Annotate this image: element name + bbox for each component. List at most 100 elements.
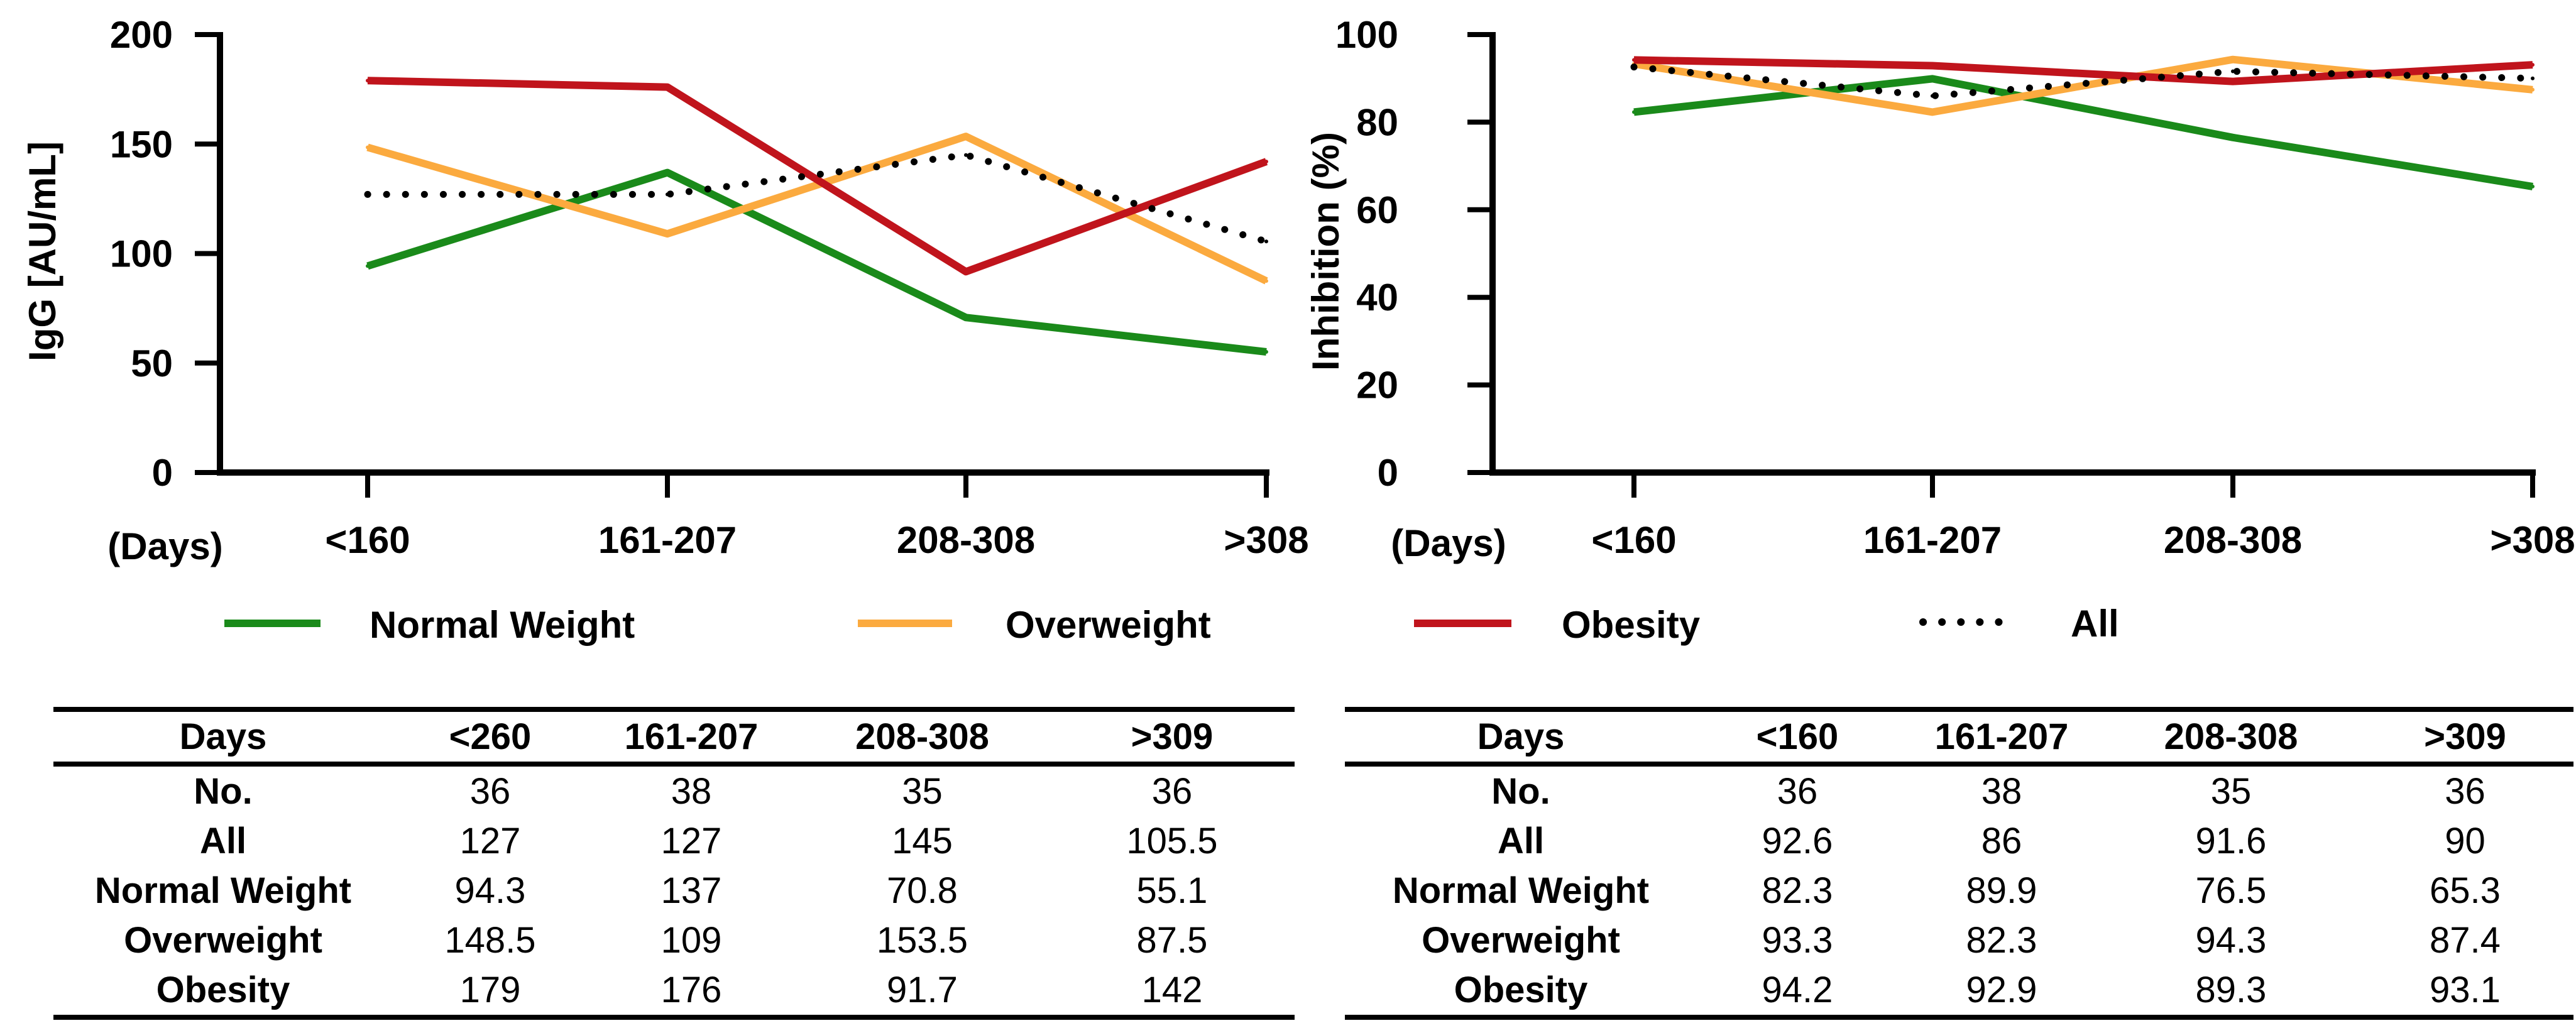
x-tick-label: 208-308 xyxy=(2164,519,2302,561)
data-point-obesity xyxy=(1264,160,1268,164)
table-header-cell: 208-308 xyxy=(855,716,989,757)
table-cell: 87.4 xyxy=(2430,920,2501,961)
legend-label-obesity: Obesity xyxy=(1562,604,1701,646)
x-tick-label: 208-308 xyxy=(897,519,1035,561)
data-point-all xyxy=(2231,69,2235,74)
x-tick-label: >308 xyxy=(2490,519,2575,561)
data-point-obesity xyxy=(2531,63,2535,67)
legend-label-all: All xyxy=(2071,603,2119,645)
data-point-overweight xyxy=(366,145,370,150)
x-tick-label: <160 xyxy=(1591,519,1676,561)
table-cell: 94.3 xyxy=(454,870,526,911)
series-line-normal-weight xyxy=(366,168,1267,356)
data-point-all xyxy=(1632,65,1636,69)
chart-inhibition: 0 20 40 60 80 100 <160 161-207 208-308 >308 Inhi… xyxy=(1305,14,2575,564)
table-cell: 137 xyxy=(660,870,722,911)
data-point-overweight xyxy=(1931,110,1934,114)
legend-item-all: All xyxy=(1919,603,2119,645)
y-tick-label: 80 xyxy=(1356,101,1398,143)
series-line-obesity xyxy=(367,77,1268,276)
table-header-cell: 161-207 xyxy=(624,716,759,757)
table-header-cell: Days xyxy=(179,716,267,757)
x-tick-label: 161-207 xyxy=(1863,519,2002,561)
table-header-cell: >309 xyxy=(1131,716,1214,757)
table-cell: 89.9 xyxy=(1966,870,2037,911)
table-header-cell: Days xyxy=(1477,716,1565,757)
legend-item-overweight: Overweight xyxy=(858,604,1211,646)
table-row-label: Normal Weight xyxy=(1392,870,1650,911)
table-row: All 127 127 145 105.5 xyxy=(53,816,1295,866)
table-cell: 105.5 xyxy=(1126,821,1218,861)
data-point-normal-weight xyxy=(666,170,669,175)
x-axis-title-igg: (Days) xyxy=(107,525,222,567)
table-cell: 145 xyxy=(892,821,953,861)
series-line-overweight xyxy=(1633,55,2533,116)
table-cell: 127 xyxy=(660,821,722,861)
table-header-cell: 161-207 xyxy=(1934,716,2069,757)
data-point-obesity xyxy=(2231,79,2235,84)
table-row-label: Obesity xyxy=(156,970,290,1010)
table-cell: 91.7 xyxy=(887,970,958,1010)
series-line-overweight xyxy=(366,133,1268,285)
y-tick-label: 0 xyxy=(1378,452,1398,494)
table-row: All 92.6 86 91.6 90 xyxy=(1345,816,2573,866)
series-line-all xyxy=(1630,63,2536,100)
table-row: Overweight 148.5 109 153.5 87.5 xyxy=(53,915,1295,965)
y-axis-ticks-inhibition: 0 20 40 60 80 100 xyxy=(1335,14,1493,494)
data-point-all xyxy=(666,192,669,197)
table-cell: 35 xyxy=(902,771,943,812)
table-cell: 36 xyxy=(1151,771,1193,812)
table-header-row: Days <260 161-207 208-308 >309 xyxy=(53,709,1295,764)
table-row: No. 36 38 35 36 xyxy=(53,764,1295,816)
table-cell: 91.6 xyxy=(2195,821,2267,861)
table-row: Obesity 179 176 91.7 142 xyxy=(53,965,1295,1017)
table-cell: 109 xyxy=(660,920,722,961)
table-cell: 92.9 xyxy=(1966,970,2037,1010)
y-tick-label: 0 xyxy=(152,452,173,494)
y-axis-title-inhibition: Inhibition (%) xyxy=(1305,132,1347,371)
table-cell: 127 xyxy=(459,821,521,861)
x-tick-label: 161-207 xyxy=(598,519,737,561)
data-point-overweight xyxy=(666,232,669,236)
y-axis-ticks-igg: 0 50 100 150 200 xyxy=(110,14,220,494)
table-cell: 82.3 xyxy=(1762,870,1833,911)
table-header-row: Days <160 161-207 208-308 >309 xyxy=(1345,709,2573,764)
data-point-all xyxy=(2531,76,2535,80)
table-cell: 87.5 xyxy=(1136,920,1208,961)
table-row: Overweight 93.3 82.3 94.3 87.4 xyxy=(1345,915,2573,965)
y-tick-label: 40 xyxy=(1356,276,1398,319)
series-line-normal-weight xyxy=(1633,75,2533,190)
table-row-label: Overweight xyxy=(124,920,322,961)
legend: Normal Weight Overweight Obesity All xyxy=(224,603,2119,646)
table-row-label: All xyxy=(1497,821,1545,861)
table-header-cell: <260 xyxy=(449,716,532,757)
table-header-cell: >309 xyxy=(2424,716,2506,757)
chart-igg: 0 50 100 150 200 <160 161-207 208-308 >308 IgG … xyxy=(21,14,1309,567)
data-point-all xyxy=(1264,239,1268,244)
data-point-normal-weight xyxy=(2531,184,2535,189)
table-cell: 179 xyxy=(459,970,521,1010)
data-point-normal-weight xyxy=(1931,77,1934,81)
table-cell: 94.3 xyxy=(2195,920,2267,961)
data-point-obesity xyxy=(366,79,370,83)
data-point-overweight xyxy=(2231,57,2235,62)
table-cell: 82.3 xyxy=(1966,920,2037,961)
data-point-all xyxy=(366,192,370,197)
y-tick-label: 50 xyxy=(131,342,173,385)
table-cell: 55.1 xyxy=(1136,870,1208,911)
table-cell: 36 xyxy=(2445,771,2486,812)
data-point-normal-weight xyxy=(1264,350,1268,354)
y-tick-label: 200 xyxy=(110,14,173,56)
table-cell: 148.5 xyxy=(444,920,536,961)
data-point-overweight xyxy=(964,134,968,139)
x-axis-ticks-inhibition: <160 161-207 208-308 >308 xyxy=(1591,473,2575,561)
data-point-overweight xyxy=(1264,279,1268,283)
table-row-label: Normal Weight xyxy=(94,870,352,911)
y-tick-label: 100 xyxy=(1335,14,1398,56)
data-point-normal-weight xyxy=(2231,135,2235,139)
table-cell: 176 xyxy=(660,970,722,1010)
table-row: No. 36 38 35 36 xyxy=(1345,764,2573,816)
data-point-normal-weight xyxy=(1632,110,1636,114)
y-tick-label: 20 xyxy=(1356,364,1398,407)
table-row-label: No. xyxy=(194,771,253,812)
